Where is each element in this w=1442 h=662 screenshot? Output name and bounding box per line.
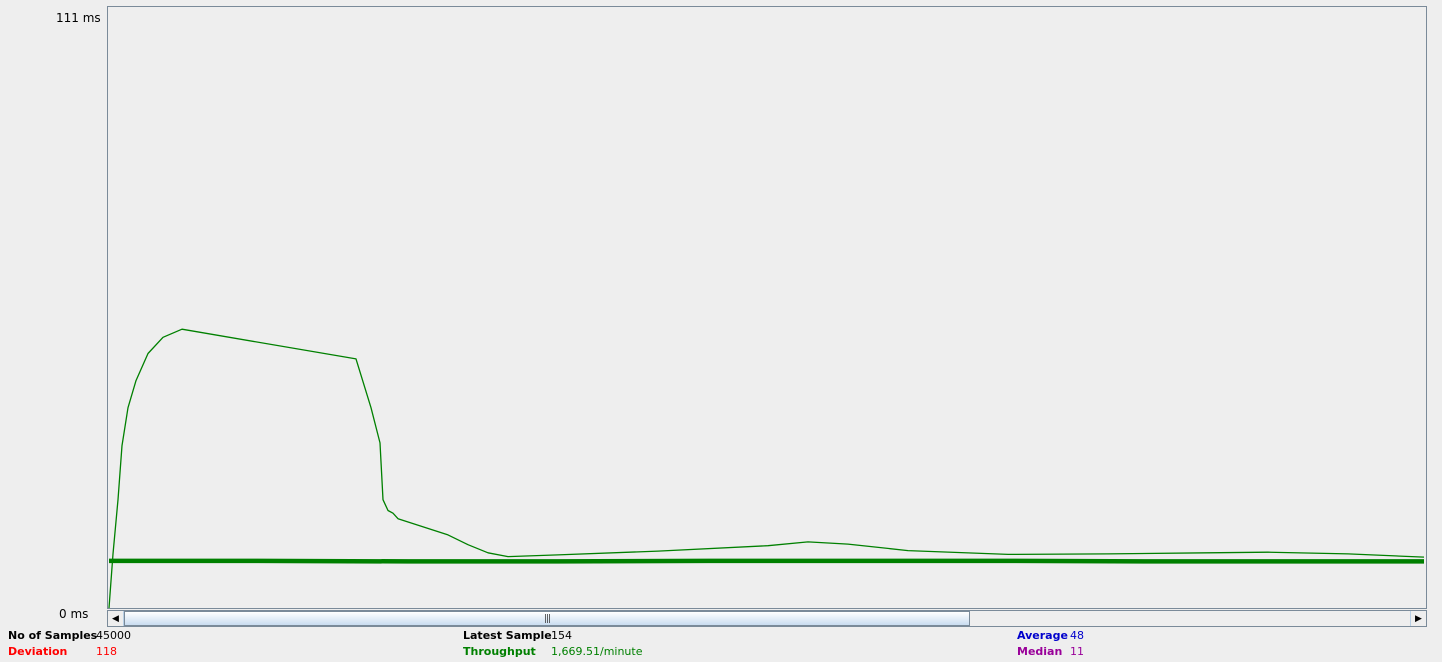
grip-icon: |||	[543, 613, 551, 624]
arrow-right-icon: ▶	[1415, 613, 1422, 624]
median-label: Median	[1017, 645, 1063, 658]
arrow-left-icon: ◀	[112, 613, 119, 624]
y-axis-max-label: 111 ms	[56, 11, 101, 25]
deviation-label: Deviation	[8, 645, 68, 658]
samples-value: 45000	[96, 629, 131, 642]
throughput-value: 1,669.51/minute	[551, 645, 643, 658]
horizontal-scrollbar[interactable]: ◀ ||| ▶	[107, 610, 1427, 627]
y-axis-min-label: 0 ms	[59, 607, 89, 621]
median-value: 11	[1070, 645, 1084, 658]
latest-sample-label: Latest Sample	[463, 629, 552, 642]
response-time-series	[108, 328, 1425, 608]
average-label: Average	[1017, 629, 1068, 642]
scroll-thumb[interactable]: |||	[124, 611, 970, 626]
scroll-left-button[interactable]: ◀	[108, 611, 124, 626]
deviation-value: 118	[96, 645, 117, 658]
graph-canvas	[108, 328, 1425, 608]
throughput-label: Throughput	[463, 645, 536, 658]
average-value: 48	[1070, 629, 1084, 642]
samples-label: No of Samples	[8, 629, 98, 642]
graph-plot-area	[107, 6, 1427, 609]
baseline-series	[109, 558, 1424, 564]
scroll-right-button[interactable]: ▶	[1410, 611, 1426, 626]
latest-sample-value: 154	[551, 629, 572, 642]
